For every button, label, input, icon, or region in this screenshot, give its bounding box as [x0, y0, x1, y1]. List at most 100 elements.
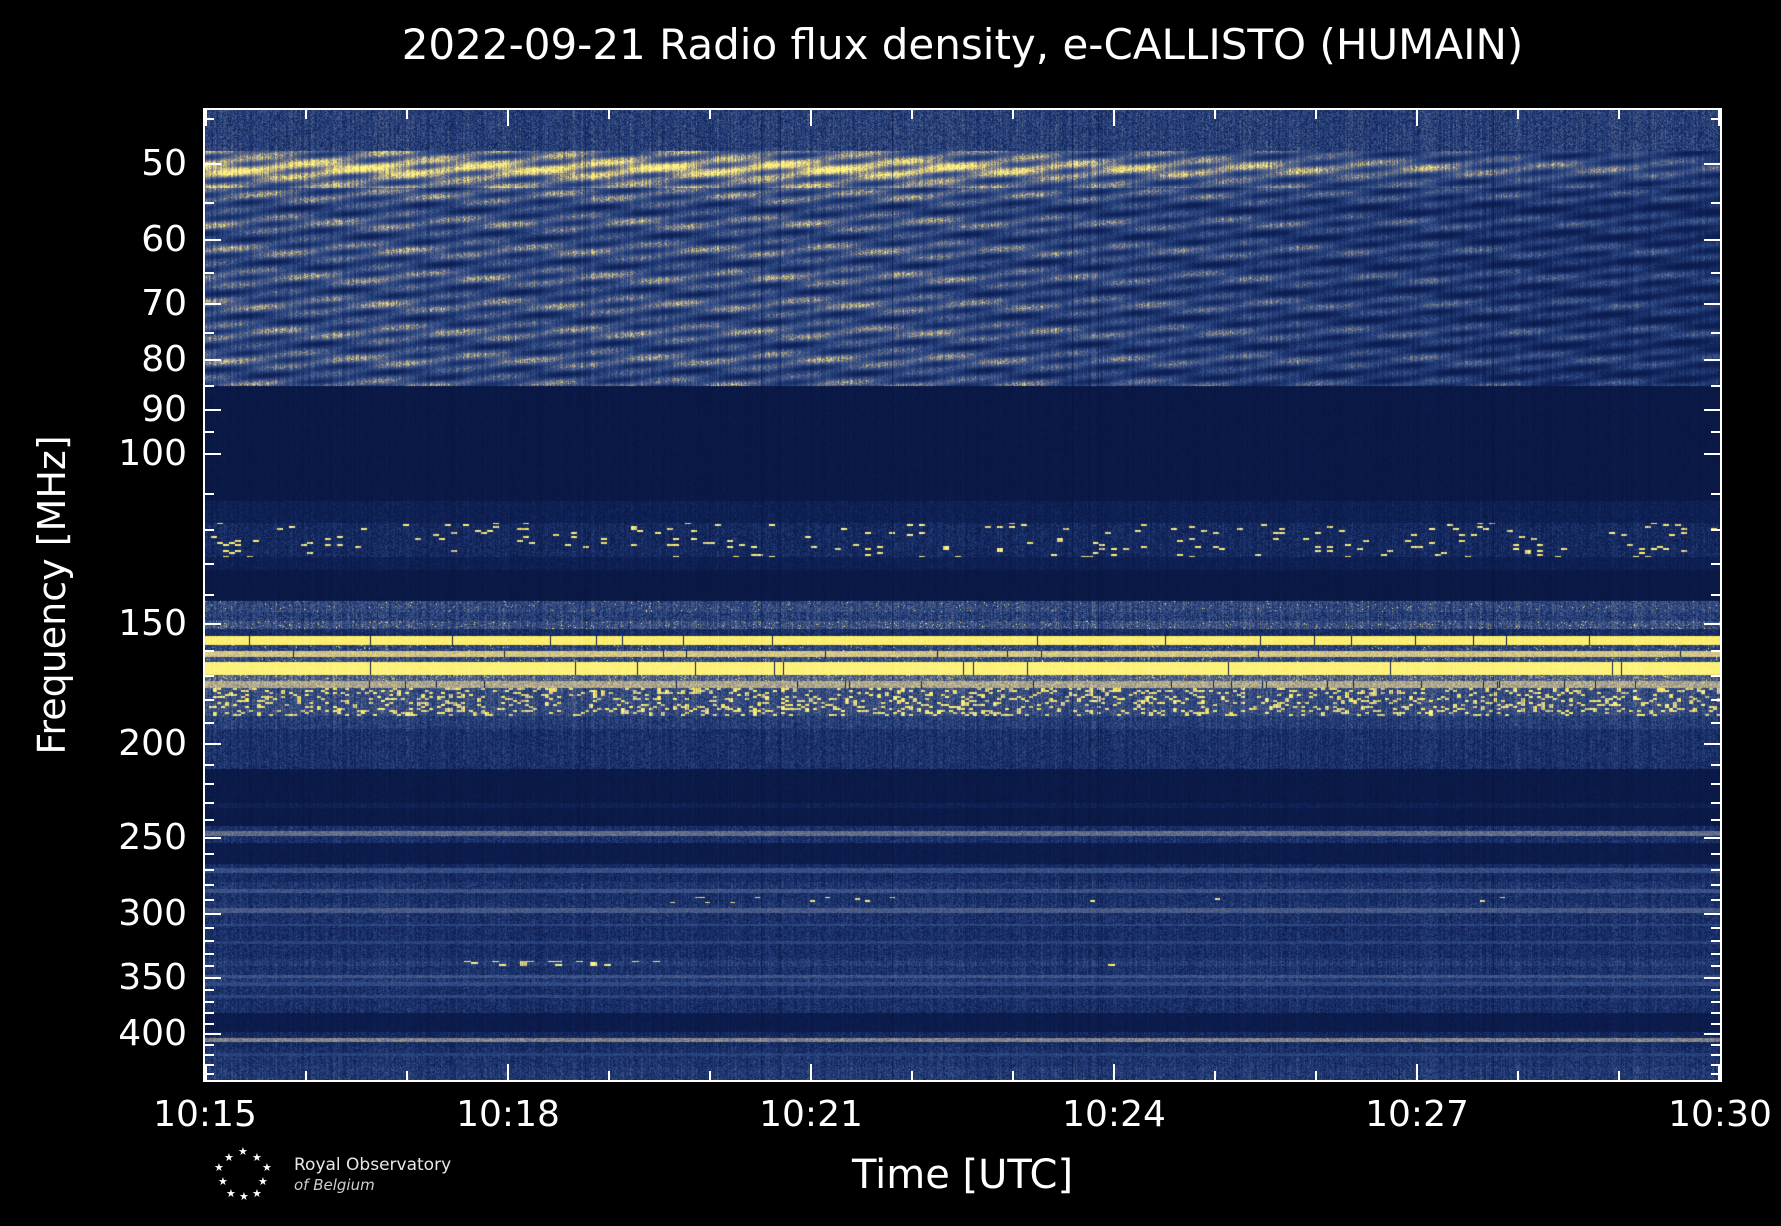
y-minor-tick	[205, 819, 214, 821]
y-minor-tick	[205, 1064, 214, 1066]
y-minor-tick	[1711, 1001, 1720, 1003]
y-minor-tick	[1711, 118, 1720, 120]
y-minor-tick	[205, 869, 214, 871]
y-minor-tick	[205, 989, 214, 991]
y-minor-tick	[205, 722, 214, 724]
x-minor-tick	[911, 1071, 913, 1080]
y-major-tick	[205, 977, 221, 979]
y-major-tick	[1704, 1033, 1720, 1035]
x-minor-tick	[406, 1071, 408, 1080]
y-minor-tick	[1711, 529, 1720, 531]
y-minor-tick	[205, 118, 214, 120]
star-icon: ★	[258, 1175, 268, 1188]
star-icon: ★	[262, 1161, 272, 1174]
y-minor-tick	[1711, 802, 1720, 804]
y-minor-tick	[1711, 1064, 1720, 1066]
y-minor-tick	[205, 529, 214, 531]
y-minor-tick	[205, 431, 214, 433]
y-minor-tick	[205, 853, 214, 855]
y-minor-tick	[205, 1073, 214, 1075]
y-minor-tick	[205, 884, 214, 886]
y-minor-tick	[1711, 722, 1720, 724]
y-major-tick	[205, 837, 221, 839]
x-tick-label: 10:21	[759, 1094, 863, 1135]
y-major-tick	[1704, 453, 1720, 455]
y-minor-tick	[1711, 884, 1720, 886]
x-minor-tick	[1012, 110, 1014, 119]
y-minor-tick	[205, 927, 214, 929]
x-minor-tick	[305, 110, 307, 119]
x-major-tick	[205, 1064, 207, 1080]
y-major-tick	[1704, 239, 1720, 241]
x-major-tick	[1416, 110, 1418, 126]
x-minor-tick	[406, 110, 408, 119]
star-icon: ★	[214, 1161, 224, 1174]
y-minor-tick	[1711, 699, 1720, 701]
y-minor-tick	[205, 1054, 214, 1056]
y-minor-tick	[1711, 202, 1720, 204]
y-major-tick	[205, 409, 221, 411]
y-tick-label: 80	[141, 339, 187, 380]
y-minor-tick	[205, 953, 214, 955]
x-minor-tick	[709, 1071, 711, 1080]
x-tick-label: 10:18	[456, 1094, 560, 1135]
y-minor-tick	[1711, 783, 1720, 785]
rob-logo-stars-icon: ★ ★ ★ ★ ★ ★ ★ ★ ★ ★	[212, 1146, 278, 1202]
y-minor-tick	[1711, 1023, 1720, 1025]
y-minor-tick	[1711, 272, 1720, 274]
y-minor-tick	[205, 493, 214, 495]
x-minor-tick	[1315, 110, 1317, 119]
y-major-tick	[1704, 913, 1720, 915]
y-minor-tick	[205, 1023, 214, 1025]
y-minor-tick	[205, 783, 214, 785]
y-minor-tick	[1711, 989, 1720, 991]
star-icon: ★	[218, 1175, 228, 1188]
x-minor-tick	[1618, 1071, 1620, 1080]
y-major-tick	[205, 359, 221, 361]
star-icon: ★	[252, 1151, 262, 1164]
y-minor-tick	[205, 1001, 214, 1003]
chart-title: 2022-09-21 Radio flux density, e-CALLIST…	[401, 20, 1524, 69]
x-minor-tick	[305, 1071, 307, 1080]
star-icon: ★	[252, 1187, 262, 1200]
y-minor-tick	[1711, 869, 1720, 871]
y-major-tick	[205, 913, 221, 915]
y-minor-tick	[1711, 1054, 1720, 1056]
rob-logo: ★ ★ ★ ★ ★ ★ ★ ★ ★ ★ Royal Observatory of Belgium	[212, 1146, 451, 1202]
y-major-tick	[205, 303, 221, 305]
y-minor-tick	[1711, 563, 1720, 565]
y-minor-tick	[1711, 431, 1720, 433]
y-minor-tick	[205, 802, 214, 804]
x-tick-label: 10:15	[153, 1094, 257, 1135]
y-tick-label: 60	[141, 219, 187, 260]
y-minor-tick	[1711, 650, 1720, 652]
x-minor-tick	[1517, 110, 1519, 119]
y-tick-label: 250	[118, 817, 187, 858]
y-minor-tick	[205, 940, 214, 942]
x-major-tick	[810, 110, 812, 126]
x-tick-label: 10:24	[1062, 1094, 1166, 1135]
x-major-tick	[1718, 110, 1720, 126]
y-major-tick	[1704, 359, 1720, 361]
y-minor-tick	[1711, 927, 1720, 929]
x-major-tick	[507, 110, 509, 126]
y-minor-tick	[205, 272, 214, 274]
x-minor-tick	[1618, 110, 1620, 119]
y-minor-tick	[1711, 1073, 1720, 1075]
star-icon: ★	[239, 1190, 249, 1203]
y-tick-label: 70	[141, 283, 187, 324]
y-major-tick	[1704, 163, 1720, 165]
y-minor-tick	[1711, 953, 1720, 955]
y-tick-label: 90	[141, 389, 187, 430]
y-major-tick	[205, 239, 221, 241]
y-major-tick	[205, 743, 221, 745]
y-major-tick	[205, 453, 221, 455]
y-major-tick	[205, 163, 221, 165]
y-minor-tick	[1711, 899, 1720, 901]
y-tick-label: 150	[118, 603, 187, 644]
y-minor-tick	[1711, 764, 1720, 766]
y-major-tick	[1704, 837, 1720, 839]
rob-logo-line1: Royal Observatory	[294, 1155, 452, 1175]
y-major-tick	[1704, 977, 1720, 979]
